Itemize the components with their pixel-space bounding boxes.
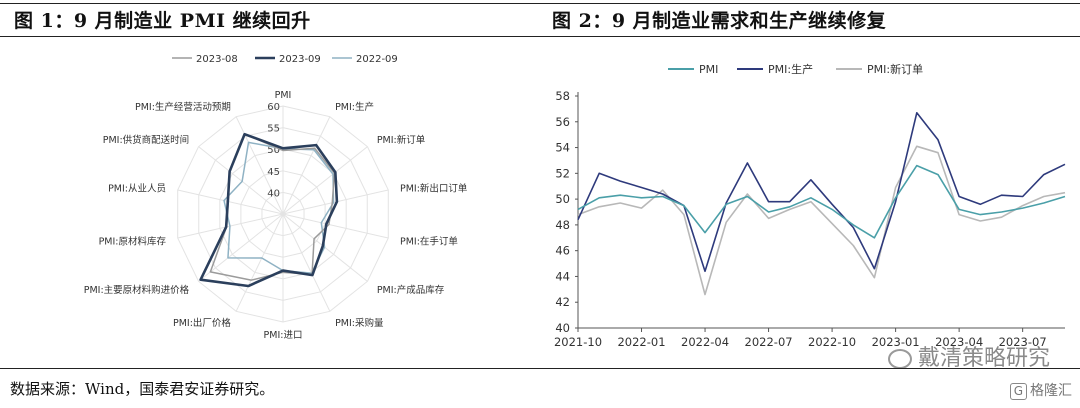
radar-spoke — [177, 189, 284, 215]
y-tick-label: 48 — [555, 218, 570, 232]
radar-axis-label: PMI — [275, 90, 292, 101]
top-rule — [0, 3, 1080, 4]
x-tick-label: 2023-04 — [935, 335, 983, 349]
right-figure-title: 图 2：9 月制造业需求和生产继续修复 — [552, 10, 887, 32]
radar-tick-label: 45 — [267, 167, 280, 178]
watermark: 戴清策略研究 — [887, 340, 1050, 372]
line-series-PMI:生产 — [577, 112, 1066, 273]
radar-axis-label: PMI:新订单 — [377, 134, 426, 146]
line-legend: PMI PMI:生产 PMI:新订单 — [668, 62, 923, 76]
x-tick-label: 2022-07 — [745, 335, 793, 349]
x-tick-label: 2023-07 — [999, 335, 1047, 349]
line-series-PMI:新订单 — [577, 145, 1066, 296]
radar-tick-label: 40 — [267, 188, 280, 199]
radar-tick-label: 60 — [267, 102, 280, 113]
radar-series-2023-09 — [199, 132, 339, 288]
y-tick-label: 52 — [555, 166, 570, 180]
line-series-PMI — [577, 164, 1066, 239]
radar-axis-label: PMI:原材料库存 — [99, 236, 167, 248]
source-note: 数据来源：Wind，国泰君安证券研究。 — [10, 380, 275, 398]
radar-legend-label: 2023-08 — [196, 54, 238, 65]
radar-axis-label: PMI:主要原材料购进价格 — [84, 284, 190, 296]
y-tick-label: 56 — [555, 115, 570, 129]
left-figure-title: 图 1：9 月制造业 PMI 继续回升 — [14, 10, 311, 32]
radar-tick-label: 55 — [267, 124, 280, 135]
x-tick-label: 2023-01 — [872, 335, 920, 349]
line-legend-label: PMI:新订单 — [867, 62, 923, 76]
y-tick-label: 40 — [555, 321, 570, 335]
radar-axis-label: PMI:产成品库存 — [377, 284, 445, 296]
radar-legend: 2023-08 2023-09 2022-09 — [172, 54, 398, 65]
y-tick-label: 58 — [555, 89, 570, 103]
radar-legend-label: 2022-09 — [356, 54, 398, 65]
y-tick-label: 54 — [555, 141, 570, 155]
radar-spoke — [282, 116, 331, 215]
title-rule — [0, 36, 1080, 37]
radar-axis-label: PMI:生产经营活动预期 — [135, 101, 231, 113]
radar-spoke — [198, 213, 284, 282]
y-tick-label: 50 — [555, 192, 570, 206]
radar-axis-label: PMI:新出口订单 — [400, 182, 468, 194]
y-tick-label: 42 — [555, 295, 570, 309]
radar-legend-label: 2023-09 — [279, 54, 321, 65]
brand-logo-mark: G — [1009, 383, 1027, 400]
line-legend-label: PMI:生产 — [768, 62, 813, 76]
radar-axis-label: PMI:进口 — [264, 330, 303, 341]
line-legend-label: PMI — [699, 63, 718, 76]
radar-spoke — [282, 146, 368, 215]
bottom-rule — [0, 368, 1080, 369]
x-tick-label: 2021-10 — [554, 335, 602, 349]
radar-axis-label: PMI:供货商配送时间 — [103, 134, 189, 146]
radar-spoke — [235, 213, 284, 312]
radar-spoke — [282, 213, 368, 282]
radar-axis-label: PMI:出厂价格 — [173, 317, 231, 329]
radar-spoke — [235, 116, 284, 215]
wechat-icon — [887, 349, 912, 369]
radar-tick-label: 50 — [267, 145, 280, 156]
radar-spoke — [282, 213, 389, 239]
y-tick-label: 46 — [555, 244, 570, 258]
radar-axis-label: PMI:生产 — [335, 101, 374, 113]
line-chart: PMI PMI:生产 PMI:新订单 40 42 44 46 48 50 52 54 56 58 2021… — [554, 62, 1066, 349]
brand-logo-text: 格隆汇 — [1030, 383, 1072, 399]
radar-axis-label: PMI:在手订单 — [400, 236, 458, 248]
watermark-text: 戴清策略研究 — [917, 346, 1050, 371]
x-tick-label: 2022-04 — [681, 335, 729, 349]
radar-axis-label: PMI:采购量 — [335, 317, 384, 329]
radar-axis-label: PMI:从业人员 — [108, 183, 166, 194]
y-tick-label: 44 — [555, 269, 570, 283]
brand-logo: G 格隆汇 — [1009, 380, 1072, 400]
radar-spoke — [198, 146, 284, 215]
radar-spoke — [282, 213, 331, 312]
x-tick-label: 2022-01 — [617, 335, 665, 349]
x-tick-label: 2022-10 — [808, 335, 856, 349]
